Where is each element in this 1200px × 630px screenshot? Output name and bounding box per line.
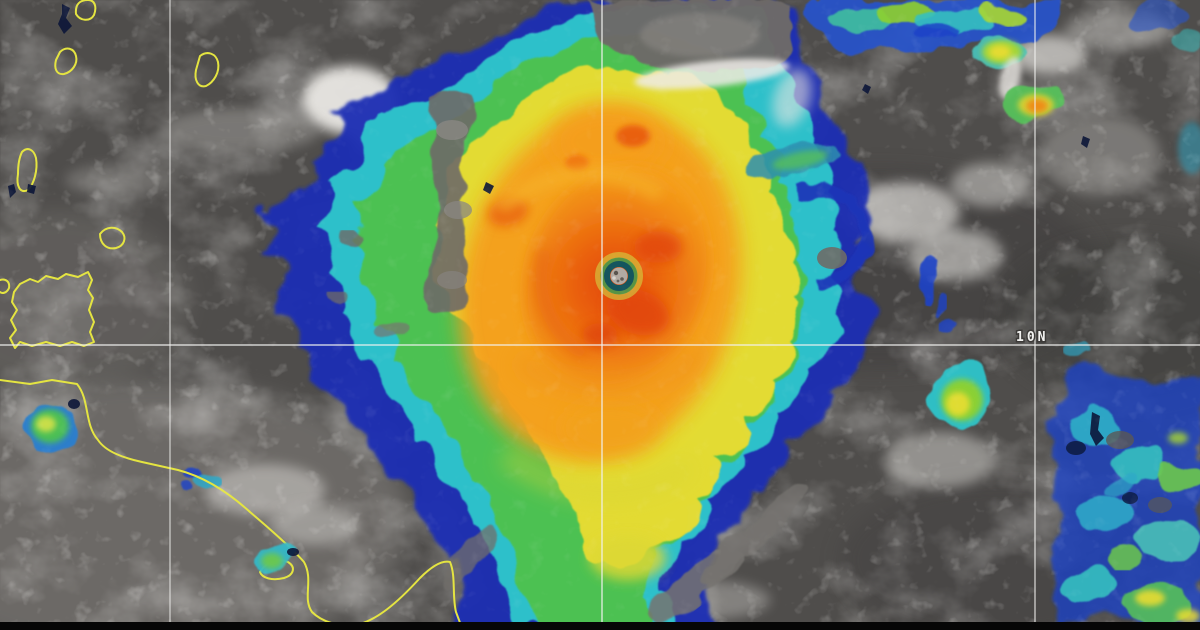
bottom-black-bar <box>0 622 1200 630</box>
latitude-label-10n: 10N <box>1016 330 1048 345</box>
